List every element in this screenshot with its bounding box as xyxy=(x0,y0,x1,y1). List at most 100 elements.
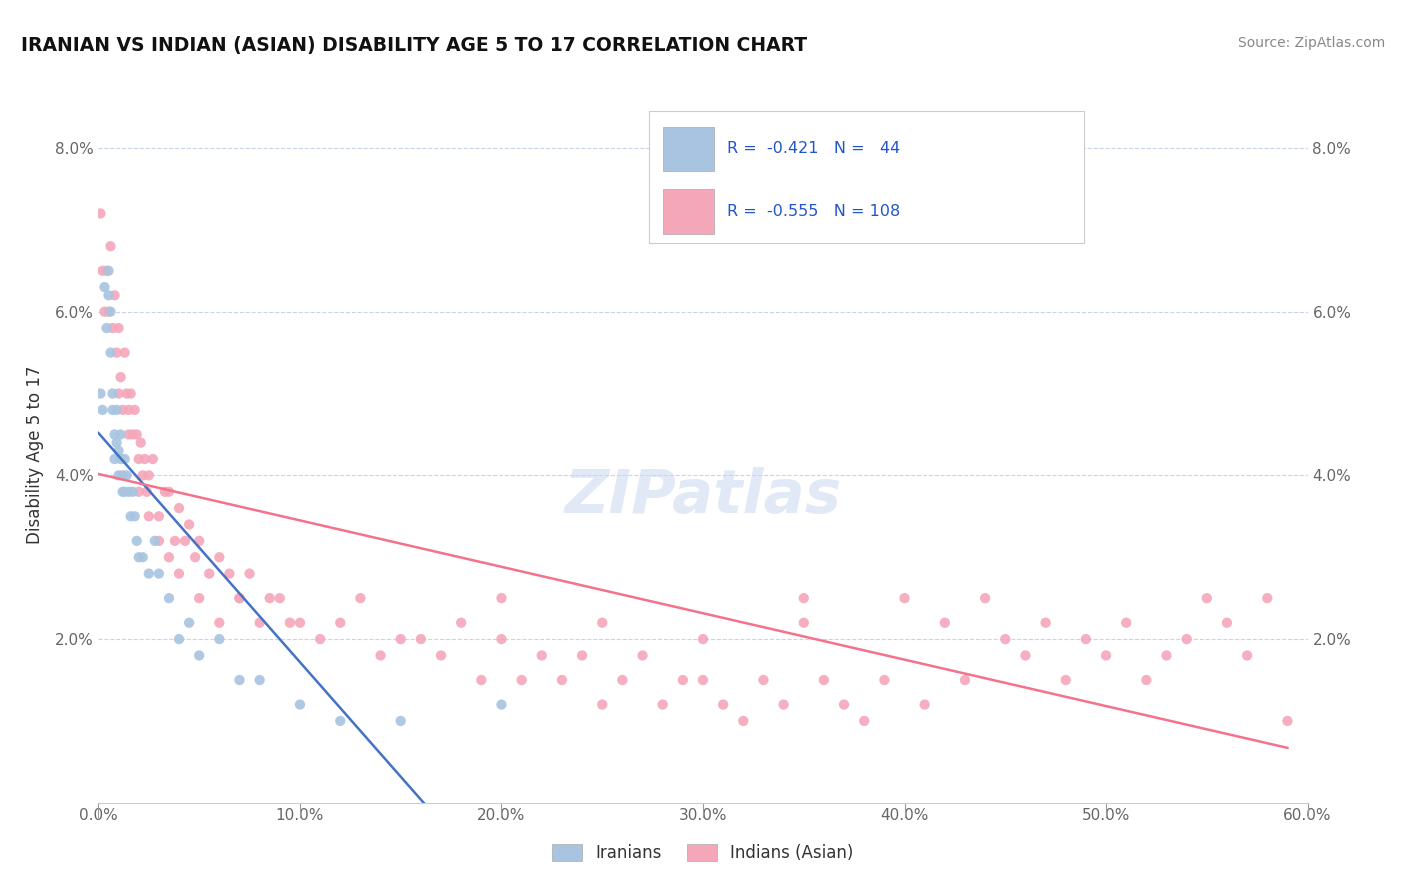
Point xyxy=(89,386,111,401)
Point xyxy=(188,533,211,548)
Point xyxy=(491,591,513,606)
Text: R =  -0.421   N =   44: R = -0.421 N = 44 xyxy=(727,141,900,156)
Point xyxy=(510,673,533,687)
Point xyxy=(914,698,936,712)
Text: R =  -0.555   N = 108: R = -0.555 N = 108 xyxy=(727,204,900,219)
Point xyxy=(110,370,132,384)
Point xyxy=(733,714,755,728)
Point xyxy=(651,698,673,712)
Point xyxy=(409,632,432,646)
Point xyxy=(157,550,180,565)
Point xyxy=(125,427,148,442)
Point xyxy=(491,632,513,646)
FancyBboxPatch shape xyxy=(664,189,714,234)
Point xyxy=(198,566,221,581)
Point xyxy=(228,673,250,687)
Point xyxy=(114,452,136,467)
Point xyxy=(157,591,180,606)
Point xyxy=(103,427,125,442)
Point xyxy=(100,239,122,253)
Point xyxy=(107,443,129,458)
Point xyxy=(530,648,553,663)
Point xyxy=(994,632,1017,646)
Point xyxy=(101,321,124,335)
Point xyxy=(612,673,634,687)
Point xyxy=(115,468,138,483)
Point xyxy=(91,264,114,278)
Point xyxy=(148,509,170,524)
Point xyxy=(1054,673,1077,687)
Point xyxy=(832,698,855,712)
Point xyxy=(138,468,160,483)
Point xyxy=(110,427,132,442)
Point xyxy=(329,615,352,630)
Point xyxy=(1216,615,1239,630)
Point xyxy=(430,648,453,663)
Point xyxy=(100,345,122,359)
Point xyxy=(672,673,695,687)
Point xyxy=(97,264,120,278)
Point xyxy=(853,714,876,728)
Point xyxy=(101,403,124,417)
Point xyxy=(269,591,291,606)
Point xyxy=(571,648,593,663)
Point xyxy=(208,550,231,565)
Point xyxy=(370,648,392,663)
Point xyxy=(772,698,794,712)
Point xyxy=(551,673,574,687)
Legend: Iranians, Indians (Asian): Iranians, Indians (Asian) xyxy=(546,838,860,869)
Point xyxy=(120,386,142,401)
Point xyxy=(470,673,492,687)
Point xyxy=(103,288,125,302)
Point xyxy=(111,484,134,499)
Point xyxy=(100,304,122,318)
Point xyxy=(120,509,142,524)
Point xyxy=(813,673,835,687)
Point xyxy=(259,591,281,606)
Point xyxy=(143,533,166,548)
Point xyxy=(793,591,815,606)
Point xyxy=(129,435,152,450)
Point xyxy=(1095,648,1118,663)
Point xyxy=(389,714,412,728)
Point xyxy=(118,427,141,442)
Y-axis label: Disability Age 5 to 17: Disability Age 5 to 17 xyxy=(25,366,44,544)
Point xyxy=(174,533,197,548)
Point xyxy=(208,632,231,646)
Point xyxy=(893,591,915,606)
Point xyxy=(93,280,115,294)
Point xyxy=(934,615,956,630)
Point xyxy=(218,566,240,581)
Point xyxy=(132,468,155,483)
Point xyxy=(114,345,136,359)
Point xyxy=(249,615,271,630)
Point xyxy=(157,484,180,499)
Point xyxy=(142,452,165,467)
Point xyxy=(1195,591,1218,606)
FancyBboxPatch shape xyxy=(664,127,714,171)
Point xyxy=(953,673,976,687)
Point xyxy=(1014,648,1036,663)
Text: Source: ZipAtlas.com: Source: ZipAtlas.com xyxy=(1237,36,1385,50)
Point xyxy=(278,615,301,630)
Point xyxy=(96,321,118,335)
Point xyxy=(591,615,613,630)
Point xyxy=(1115,615,1137,630)
Point xyxy=(450,615,472,630)
Point xyxy=(228,591,250,606)
Point xyxy=(135,484,157,499)
Point xyxy=(184,550,207,565)
Point xyxy=(179,517,201,532)
Point xyxy=(752,673,775,687)
Point xyxy=(105,435,128,450)
Point xyxy=(101,386,124,401)
Point xyxy=(349,591,371,606)
Point xyxy=(111,403,134,417)
Point xyxy=(89,206,111,220)
Point xyxy=(107,386,129,401)
Point xyxy=(179,615,201,630)
FancyBboxPatch shape xyxy=(648,111,1084,243)
Point xyxy=(148,533,170,548)
Point xyxy=(128,484,150,499)
Point xyxy=(107,321,129,335)
